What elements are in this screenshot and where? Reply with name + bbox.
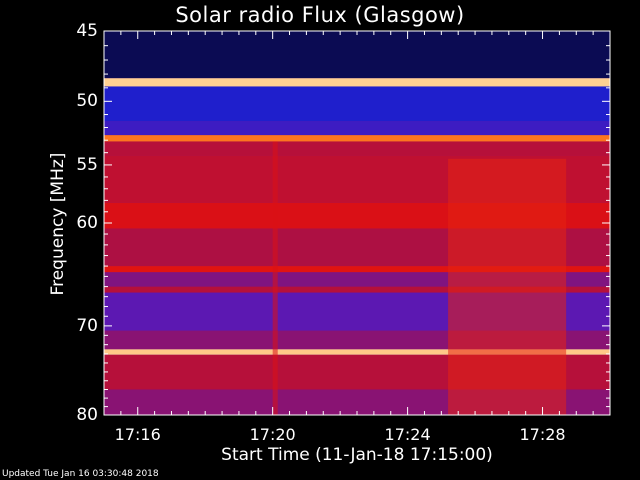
- x-tick-label: 17:24: [384, 425, 431, 444]
- x-axis-label: Start Time (11-Jan-18 17:15:00): [221, 445, 493, 465]
- x-tick-label: 17:16: [114, 425, 161, 444]
- burst-region: [448, 158, 567, 415]
- frequency-band: [104, 121, 610, 136]
- frequency-band: [104, 86, 610, 122]
- y-tick-label: 50: [76, 91, 98, 112]
- y-tick-label: 70: [76, 315, 98, 336]
- frequency-band: [104, 31, 610, 79]
- updated-timestamp: Updated Tue Jan 16 03:30:48 2018: [2, 469, 159, 479]
- x-tick-label: 17:28: [519, 425, 566, 444]
- frequency-band: [104, 141, 610, 156]
- y-tick-label: 80: [76, 405, 98, 425]
- y-tick-label: 45: [76, 21, 98, 41]
- y-tick-label: 55: [76, 154, 98, 175]
- y-tick-label: 60: [76, 213, 98, 233]
- frequency-band: [104, 286, 610, 293]
- chart-title: Solar radio Flux (Glasgow): [175, 3, 465, 27]
- burst-region: [272, 141, 278, 415]
- frequency-band: [104, 266, 610, 273]
- frequency-band: [104, 135, 610, 142]
- frequency-band: [104, 78, 610, 87]
- x-tick-label: 17:20: [249, 425, 296, 444]
- frequency-band: [104, 349, 610, 355]
